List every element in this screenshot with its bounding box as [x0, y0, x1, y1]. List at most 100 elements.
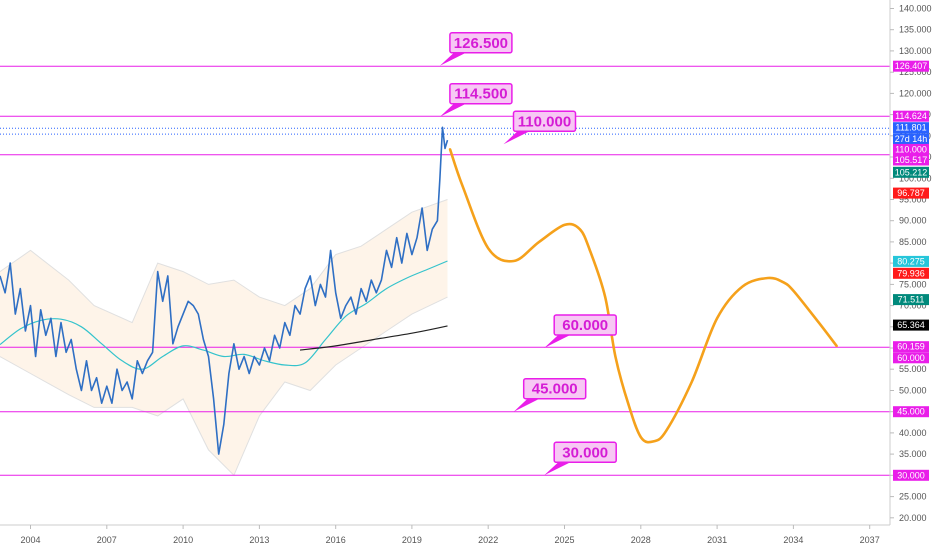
y-tick-label: 140.000 — [899, 4, 932, 14]
projection-curve — [448, 148, 838, 444]
price-badge: 105.212 — [893, 166, 929, 178]
x-tick-label: 2007 — [97, 535, 117, 545]
callout-pointer — [544, 462, 571, 476]
callout-45.000[interactable]: 45.000 — [513, 377, 587, 412]
callout-60.000[interactable]: 60.000 — [544, 314, 617, 348]
y-tick-label: 75.000 — [899, 279, 927, 289]
y-tick-label: 125.000 — [899, 67, 932, 77]
price-badge: 105.517 — [893, 154, 929, 166]
callout-30.000[interactable]: 30.000 — [544, 441, 617, 476]
callout-label: 110.000 — [518, 113, 571, 130]
price-badge-bg — [893, 60, 929, 72]
y-tick-label: 90.000 — [899, 216, 927, 226]
y-tick-label: 130.000 — [899, 46, 932, 56]
price-badge: 45.000 — [893, 406, 929, 418]
price-badge: 126.407 — [893, 60, 929, 72]
price-badge-label: 65.364 — [897, 320, 925, 330]
callout-label: 30.000 — [562, 444, 608, 461]
price-line — [0, 126, 449, 455]
callout-pointer — [513, 398, 540, 412]
callout-pointer — [439, 103, 466, 117]
x-tick-label: 2037 — [860, 535, 880, 545]
x-tick-label: 2010 — [173, 535, 193, 545]
y-tick-label: 100.000 — [899, 173, 932, 183]
price-badge-label: 105.212 — [895, 167, 928, 177]
callout-box — [522, 377, 587, 400]
callout-box — [553, 314, 617, 336]
price-badge-bg — [893, 294, 929, 306]
x-tick-label: 2034 — [783, 535, 803, 545]
price-badge-label: 96.787 — [897, 188, 925, 198]
callout-pointer — [544, 335, 571, 348]
price-badge-label: 80.275 — [897, 256, 925, 266]
callout-110.000[interactable]: 110.000 — [503, 110, 577, 145]
y-tick-label: 25.000 — [899, 492, 927, 502]
x-tick-label: 2031 — [707, 535, 727, 545]
price-badge-bg — [893, 187, 929, 199]
x-tick-label: 2028 — [631, 535, 651, 545]
price-badge: 71.511 — [893, 294, 929, 306]
price-badge: 114.624 — [893, 110, 929, 122]
y-tick-label: 20.000 — [899, 513, 927, 523]
y-tick-label: 35.000 — [899, 449, 927, 459]
price-badge: 110.000 — [893, 143, 929, 155]
x-tick-label: 2004 — [20, 535, 40, 545]
callout-label: 126.500 — [454, 35, 508, 52]
x-tick-label: 2019 — [402, 535, 422, 545]
price-badge: 96.787 — [893, 187, 929, 199]
callout-label: 60.000 — [562, 317, 608, 334]
price-badge-label: 60.159 — [897, 342, 925, 352]
callout-pointer — [503, 131, 530, 145]
y-tick-label: 40.000 — [899, 428, 927, 438]
price-badge: 80.275 — [893, 255, 929, 267]
y-tick-label: 55.000 — [899, 364, 927, 374]
price-badge-bg — [893, 110, 929, 122]
price-badge-bg — [893, 122, 929, 134]
price-badge-label: 79.936 — [897, 268, 925, 278]
callout-box — [449, 32, 513, 54]
price-badge-bg — [893, 406, 929, 418]
price-badge-bg — [893, 154, 929, 166]
price-badge-bg — [893, 319, 929, 331]
price-badge-label: 60.000 — [897, 353, 925, 363]
price-badge: 30.000 — [893, 469, 929, 481]
y-tick-label: 120.000 — [899, 88, 932, 98]
price-badge-label: 27d 14h — [895, 134, 928, 144]
moving-average-black — [300, 325, 448, 351]
price-badge-label: 45.000 — [897, 407, 925, 417]
callout-114.500[interactable]: 114.500 — [439, 82, 513, 117]
price-badge-bg — [893, 352, 929, 364]
price-badge-label: 111.801 — [895, 123, 926, 133]
x-tick-label: 2022 — [478, 535, 498, 545]
price-badge-bg — [893, 143, 929, 155]
envelope-band-fill — [0, 199, 448, 476]
callout-label: 45.000 — [532, 381, 578, 398]
callout-pointer — [439, 52, 466, 66]
price-badge-label: 114.624 — [895, 111, 927, 121]
price-badge: 111.801 — [893, 122, 929, 134]
envelope-upper-line — [0, 199, 448, 324]
price-badge-label: 110.000 — [895, 144, 927, 154]
price-badge-bg — [893, 133, 929, 145]
price-badge-label: 71.511 — [898, 295, 925, 305]
y-tick-label: 95.000 — [899, 195, 927, 205]
callout-box — [512, 110, 577, 133]
y-tick-label: 85.000 — [899, 237, 927, 247]
price-badge: 60.000 — [893, 352, 929, 364]
price-badge-label: 30.000 — [897, 470, 925, 480]
callout-box — [449, 82, 513, 105]
y-tick-label: 70.000 — [899, 301, 927, 311]
price-badge-bg — [893, 166, 929, 178]
price-badge-bg — [893, 267, 929, 279]
moving-average-cyan — [0, 260, 448, 370]
price-badge-label: 105.517 — [895, 155, 928, 165]
price-badge: 65.364 — [893, 319, 929, 331]
price-badge-bg — [893, 341, 929, 353]
x-tick-label: 2016 — [326, 535, 346, 545]
callout-box — [553, 441, 617, 464]
price-badge-bg — [893, 469, 929, 481]
callout-126.500[interactable]: 126.500 — [439, 32, 513, 66]
y-tick-label: 135.000 — [899, 25, 932, 35]
